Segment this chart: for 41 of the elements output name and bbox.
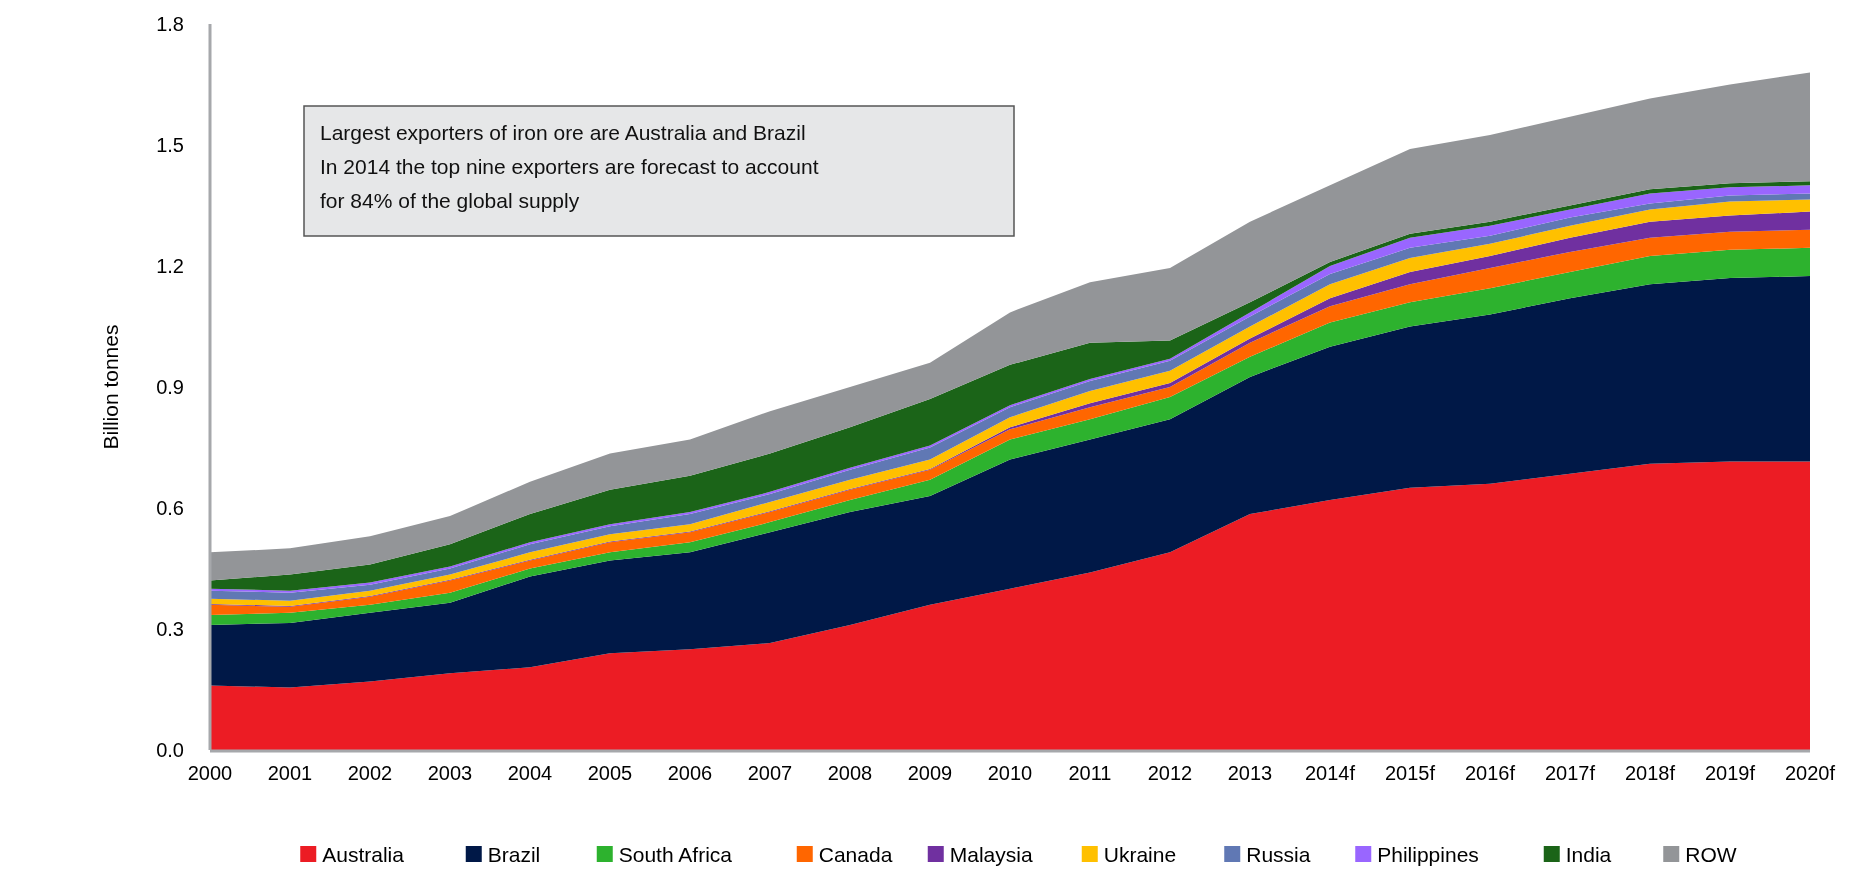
x-tick-label: 2010	[987, 762, 1033, 784]
x-tick-label: 2004	[507, 762, 553, 784]
x-tick-label: 2007	[747, 762, 793, 784]
annotation: Largest exporters of iron ore are Australia and Brazil	[320, 121, 806, 144]
y-tick-label: 0.6	[156, 497, 184, 519]
x-tick-label: 2018f	[1624, 762, 1676, 784]
x-tick-label: 2017f	[1544, 762, 1596, 784]
y-tick-label: 0.3	[156, 618, 184, 640]
legend-label: Malaysia	[949, 843, 1033, 866]
x-tick-label: 2003	[427, 762, 473, 784]
x-tick-label: 2001	[267, 762, 313, 784]
legend-label: Russia	[1246, 843, 1311, 866]
x-tick-label: 2019f	[1704, 762, 1756, 784]
x-tick-label: 2012	[1147, 762, 1193, 784]
x-tick-label: 2006	[667, 762, 713, 784]
legend-label: Australia	[322, 843, 405, 866]
legend-label: Ukraine	[1103, 843, 1177, 866]
legend-label: ROW	[1685, 843, 1737, 866]
x-tick-label: 2002	[347, 762, 393, 784]
y-axis-title: Billion tonnes	[99, 324, 122, 450]
y-tick-label: 0.9	[156, 376, 184, 398]
x-tick-label: 2005	[587, 762, 633, 784]
x-tick-label: 2009	[907, 762, 953, 784]
x-tick-label: 2011	[1068, 762, 1112, 784]
y-tick-label: 1.8	[156, 13, 184, 35]
y-tick-label: 1.5	[156, 134, 184, 156]
y-tick-label: 1.2	[156, 255, 184, 277]
legend-label: India	[1565, 843, 1612, 866]
x-tick-label: 2008	[827, 762, 873, 784]
legend-label: Philippines	[1377, 843, 1479, 866]
x-tick-label: 2000	[187, 762, 233, 784]
y-tick-label: 0.0	[156, 739, 184, 761]
x-tick-label: 2014f	[1304, 762, 1356, 784]
x-tick-label: 2015f	[1384, 762, 1436, 784]
x-tick-label: 2020f	[1784, 762, 1836, 784]
legend-label: South Africa	[618, 843, 733, 866]
legend-label: Canada	[818, 843, 893, 866]
x-tick-label: 2016f	[1464, 762, 1516, 784]
annotation: In 2014 the top nine exporters are forecast to account for 84% of the global supply	[320, 155, 819, 212]
x-tick-label: 2013	[1227, 762, 1273, 784]
legend-label: Brazil	[487, 843, 541, 866]
